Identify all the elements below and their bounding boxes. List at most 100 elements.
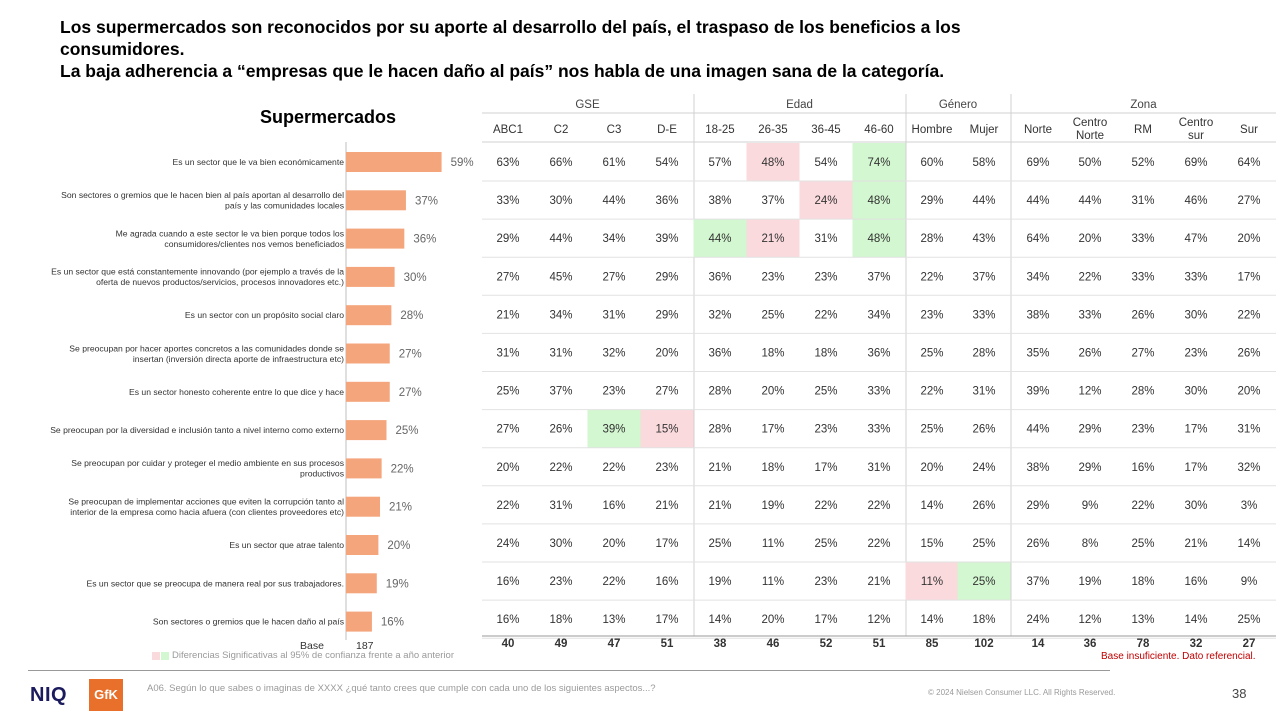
bar-value-label: 16% (381, 617, 404, 629)
table-cell: 23% (814, 424, 837, 436)
table-cell: 33% (1184, 271, 1207, 283)
bar-category-label: Se preocupan por hacer aportes concretos… (69, 343, 344, 353)
column-header: Hombre (912, 124, 953, 136)
table-cell: 22% (549, 462, 572, 474)
table-cell: 23% (549, 576, 572, 588)
table-cell: 17% (655, 538, 678, 550)
base-count: 14 (1032, 638, 1045, 650)
table-cell: 39% (655, 233, 678, 245)
table-cell: 33% (867, 386, 890, 398)
table-cell: 19% (1078, 576, 1101, 588)
table-cell: 26% (972, 424, 995, 436)
column-header: ABC1 (493, 124, 523, 136)
highlight-cell-green (852, 219, 906, 258)
table-cell: 14% (708, 614, 731, 626)
table-cell: 46% (1184, 195, 1207, 207)
bar-category-label: Me agrada cuando a este sector le va bie… (116, 228, 344, 238)
table-cell: 25% (814, 386, 837, 398)
group-header: Género (939, 99, 977, 111)
title-line-1: Los supermercados son reconocidos por su… (60, 17, 961, 37)
table-cell: 17% (1184, 424, 1207, 436)
table-cell: 12% (1078, 386, 1101, 398)
bar-category-label: país y las comunidades locales (225, 201, 344, 211)
table-cell: 12% (1078, 614, 1101, 626)
table-cell: 17% (1237, 271, 1260, 283)
base-count: 85 (926, 638, 939, 650)
table-cell: 33% (867, 424, 890, 436)
table-cell: 9% (1241, 576, 1258, 588)
title-line-2: consumidores. (60, 39, 185, 59)
table-cell: 30% (549, 195, 572, 207)
bar-2 (346, 190, 406, 211)
table-cell: 39% (602, 424, 625, 436)
bar-value-label: 20% (387, 540, 410, 552)
legend-swatch-higher (161, 652, 169, 660)
table-cell: 29% (655, 309, 678, 321)
base-count: 38 (714, 638, 727, 650)
bar-category-label: Se preocupan de implementar acciones que… (68, 496, 344, 506)
table-cell: 37% (1026, 576, 1049, 588)
group-header: GSE (575, 99, 600, 111)
table-cell: 33% (972, 309, 995, 321)
bar-5 (346, 305, 392, 326)
table-cell: 48% (867, 195, 890, 207)
table-cell: 36% (708, 348, 731, 360)
table-cell: 21% (496, 309, 519, 321)
table-cell: 20% (1078, 233, 1101, 245)
bar-6 (346, 343, 390, 364)
legend-swatch-lower (152, 652, 160, 660)
table-cell: 20% (655, 348, 678, 360)
column-header: Norte (1076, 130, 1104, 142)
table-cell: 23% (814, 271, 837, 283)
bar-value-label: 37% (415, 195, 438, 207)
table-cell: 39% (1026, 386, 1049, 398)
table-cell: 27% (496, 424, 519, 436)
table-cell: 33% (1078, 309, 1101, 321)
table-cell: 14% (920, 614, 943, 626)
table-cell: 29% (1078, 424, 1101, 436)
table-cell: 44% (1026, 424, 1049, 436)
table-cell: 18% (549, 614, 572, 626)
table-cell: 54% (814, 157, 837, 169)
footer-divider (28, 670, 1110, 671)
table-cell: 18% (972, 614, 995, 626)
bar-category-label: Es un sector que se preocupa de manera r… (87, 578, 345, 588)
table-cell: 25% (496, 386, 519, 398)
table-cell: 24% (496, 538, 519, 550)
bar-value-label: 25% (396, 425, 419, 437)
table-cell: 45% (549, 271, 572, 283)
table-cell: 22% (496, 500, 519, 512)
bar-category-label: productivos (300, 469, 344, 479)
base-count: 52 (820, 638, 833, 650)
table-cell: 22% (867, 500, 890, 512)
bar-value-label: 27% (399, 349, 422, 361)
table-cell: 60% (920, 157, 943, 169)
base-count: 27 (1243, 638, 1256, 650)
bar-7 (346, 381, 390, 402)
table-cell: 47% (1184, 233, 1207, 245)
table-cell: 30% (1184, 500, 1207, 512)
table-cell: 22% (1237, 309, 1260, 321)
table-cell: 58% (972, 157, 995, 169)
page-number: 38 (1232, 686, 1247, 701)
table-cell: 16% (1131, 462, 1154, 474)
bar-category-label: Es un sector con un propósito social cla… (185, 310, 344, 320)
bar-category-label: Es un sector que está constantemente inn… (51, 267, 344, 277)
table-cell: 37% (972, 271, 995, 283)
table-cell: 69% (1184, 157, 1207, 169)
table-cell: 33% (1131, 233, 1154, 245)
table-cell: 17% (814, 462, 837, 474)
bar-category-label: insertan (inversión directa aporte de in… (133, 354, 344, 364)
table-cell: 28% (972, 348, 995, 360)
table-cell: 22% (814, 500, 837, 512)
highlight-cell-pink (799, 181, 853, 220)
table-cell: 11% (762, 576, 784, 588)
column-header: Centro (1073, 117, 1108, 129)
table-cell: 34% (549, 309, 572, 321)
bar-category-label: Son sectores o gremios que le hacen daño… (153, 617, 344, 627)
table-cell: 38% (1026, 309, 1049, 321)
table-cell: 25% (1237, 614, 1260, 626)
table-cell: 43% (972, 233, 995, 245)
